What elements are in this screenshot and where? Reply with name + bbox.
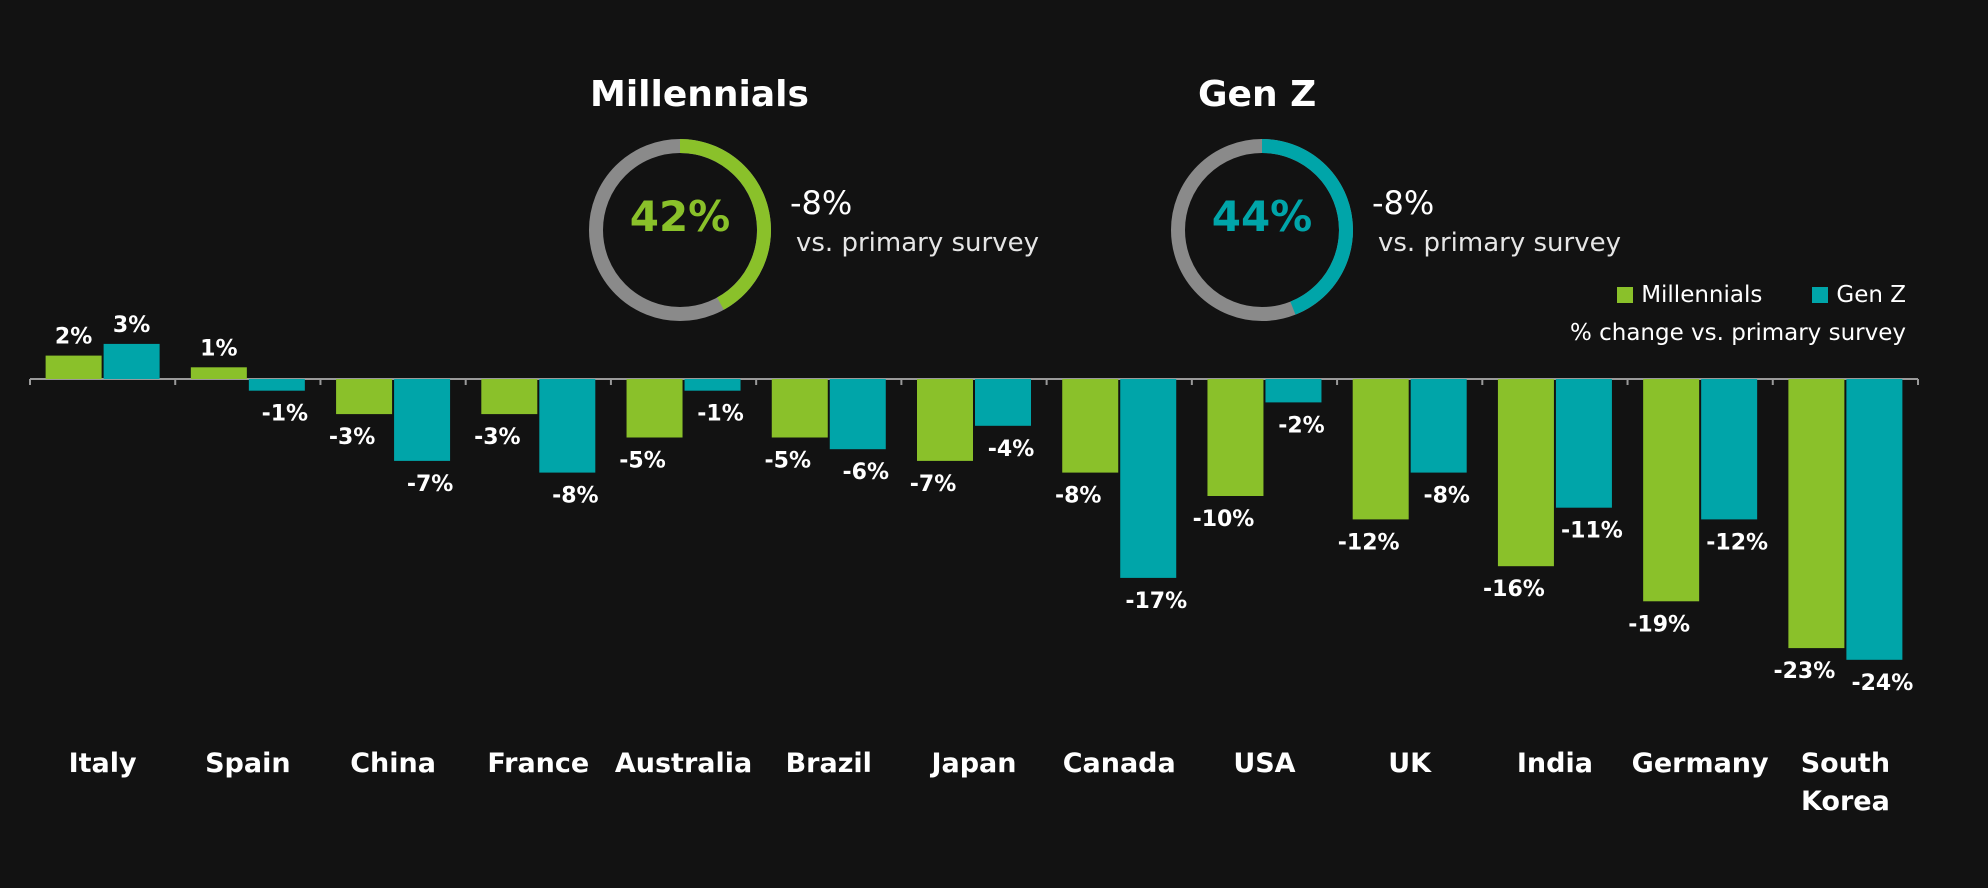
donut-change: -8% — [790, 184, 853, 222]
bar-value-label: -7% — [407, 472, 453, 497]
legend-label: Gen Z — [1836, 282, 1906, 308]
category-label: India — [1517, 748, 1593, 779]
donut-change: -8% — [1372, 184, 1435, 222]
bar-value-label: -4% — [988, 437, 1034, 462]
category-label: Italy — [69, 748, 137, 779]
millennials-bar — [1788, 379, 1845, 649]
donut-arc — [1261, 139, 1353, 315]
millennials-bar — [771, 379, 828, 438]
bar-value-label: -16% — [1483, 577, 1545, 602]
genz-bar — [1265, 379, 1322, 403]
bar-value-label: -12% — [1706, 530, 1768, 555]
donut-note: vs. primary survey — [796, 228, 1039, 258]
category-label: USA — [1233, 748, 1295, 779]
bar-value-label: -11% — [1561, 519, 1623, 544]
genz-bar — [1120, 379, 1177, 578]
millennials-bar — [1643, 379, 1700, 602]
bar-value-label: -23% — [1773, 659, 1835, 684]
bar-value-label: -7% — [910, 472, 956, 497]
millennials-bar — [481, 379, 538, 415]
millennials-bar — [626, 379, 683, 438]
donut-arc — [679, 139, 771, 310]
bar-value-label: -12% — [1338, 530, 1400, 555]
millennials-bar — [1497, 379, 1554, 567]
category-label: Australia — [615, 748, 752, 779]
category-label: South — [1801, 748, 1890, 779]
genz-bar — [1846, 379, 1903, 660]
bar-value-label: 2% — [55, 325, 92, 350]
millennials-bar — [1062, 379, 1119, 473]
donut-note: vs. primary survey — [1378, 228, 1621, 258]
bar-value-label: 1% — [200, 336, 237, 361]
genz-bar — [103, 343, 160, 379]
bar-value-label: -1% — [697, 402, 743, 427]
millennials-bar — [1207, 379, 1264, 496]
category-label: Korea — [1801, 786, 1890, 817]
legend-item-genz: Gen Z — [1812, 282, 1906, 308]
donut-percent: 42% — [629, 192, 731, 241]
category-label: Japan — [929, 748, 1016, 779]
bar-value-label: -24% — [1851, 671, 1913, 696]
category-label: China — [350, 748, 436, 779]
genz-bar — [1701, 379, 1758, 520]
millennials-bar — [336, 379, 393, 415]
bar-value-label: -5% — [765, 449, 811, 474]
millennials-bar — [190, 367, 247, 379]
legend-note: % change vs. primary survey — [1569, 320, 1906, 346]
genz-swatch-icon — [1812, 287, 1829, 303]
millennials-donut-panel: Millennials 42% -8% vs. primary survey — [580, 70, 1140, 330]
bar-value-label: -8% — [552, 484, 598, 509]
genz-donut-panel: Gen Z 44% -8% vs. primary survey — [1162, 70, 1722, 330]
category-label: Brazil — [786, 748, 872, 779]
donut-percent: 44% — [1211, 192, 1313, 241]
millennials-swatch-icon — [1617, 287, 1634, 303]
millennials-bar — [917, 379, 973, 461]
bar-value-label: -1% — [262, 402, 308, 427]
legend-item-millennials: Millennials — [1617, 282, 1762, 308]
category-label: Spain — [205, 748, 290, 779]
bar-value-label: -3% — [329, 425, 375, 450]
genz-donut — [1171, 139, 1353, 321]
bar-value-label: -3% — [474, 425, 520, 450]
genz-bar — [684, 379, 741, 391]
category-label: Canada — [1063, 748, 1176, 779]
millennials-donut — [589, 139, 771, 321]
genz-bar — [539, 379, 596, 473]
category-label: France — [487, 748, 589, 779]
bar-value-label: -6% — [843, 460, 889, 485]
bar-value-label: -8% — [1055, 484, 1101, 509]
bar-value-label: 3% — [113, 313, 150, 338]
genz-bar — [829, 379, 886, 450]
category-label: Germany — [1632, 748, 1769, 779]
donut-title: Millennials — [590, 74, 809, 115]
bar-value-label: -17% — [1125, 589, 1187, 614]
millennials-bar — [45, 355, 102, 379]
genz-bar — [248, 379, 305, 391]
bar-value-label: -8% — [1423, 484, 1469, 509]
legend-label: Millennials — [1641, 282, 1763, 308]
genz-bar — [394, 379, 451, 461]
donut-title: Gen Z — [1198, 74, 1317, 115]
chart-legend: Millennials Gen Z % change vs. primary s… — [1570, 280, 1906, 346]
bar-value-label: -10% — [1193, 507, 1255, 532]
genz-bar — [975, 379, 1031, 426]
genz-bar — [1410, 379, 1467, 473]
millennials-bar — [1352, 379, 1409, 520]
genz-bar — [1555, 379, 1612, 508]
category-label: UK — [1388, 748, 1432, 779]
bar-value-label: -19% — [1628, 612, 1690, 637]
bar-value-label: -5% — [619, 449, 665, 474]
bar-value-label: -2% — [1278, 413, 1324, 438]
